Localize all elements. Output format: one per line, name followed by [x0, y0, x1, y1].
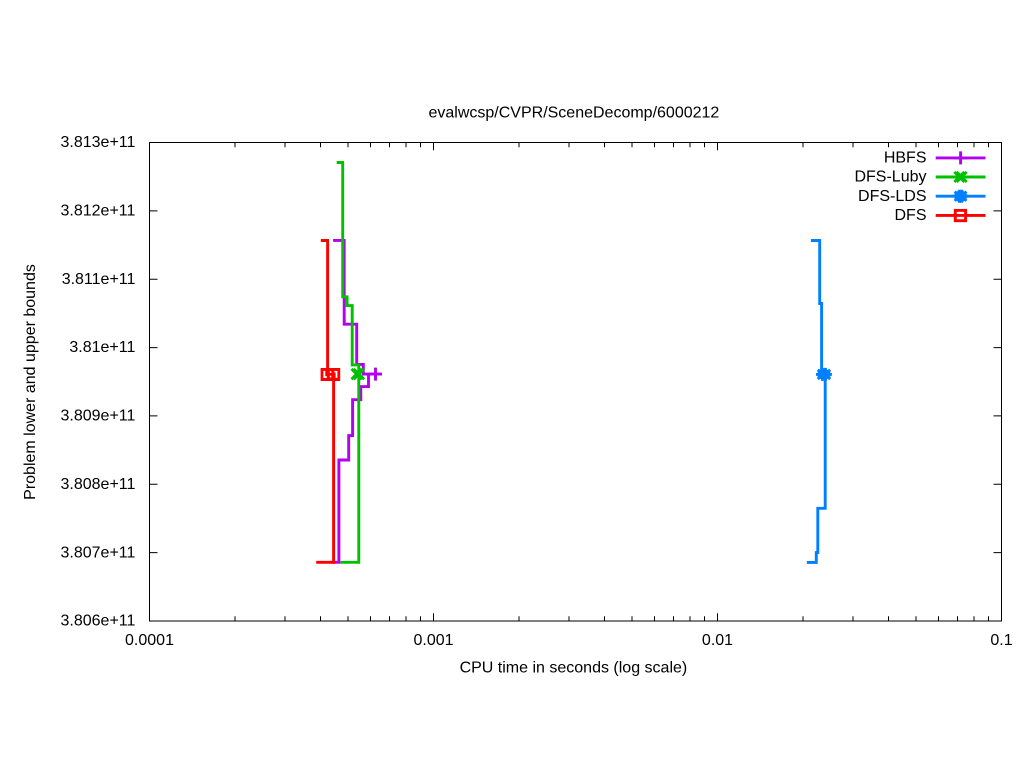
svg-text:3.813e+11: 3.813e+11: [61, 134, 136, 151]
svg-text:3.809e+11: 3.809e+11: [61, 408, 136, 425]
svg-text:0.0001: 0.0001: [125, 632, 174, 649]
svg-text:HBFS: HBFS: [884, 150, 927, 167]
svg-text:3.806e+11: 3.806e+11: [61, 613, 136, 630]
svg-text:DFS-Luby: DFS-Luby: [854, 169, 926, 186]
svg-text:DFS: DFS: [895, 207, 927, 224]
svg-text:3.81e+11: 3.81e+11: [69, 339, 135, 356]
svg-text:DFS-LDS: DFS-LDS: [858, 188, 926, 205]
svg-text:evalwcsp/CVPR/SceneDecomp/6000: evalwcsp/CVPR/SceneDecomp/6000212: [428, 104, 719, 121]
svg-text:0.1: 0.1: [990, 632, 1012, 649]
svg-text:3.807e+11: 3.807e+11: [61, 544, 136, 561]
svg-text:CPU time in seconds (log scale: CPU time in seconds (log scale): [460, 659, 688, 676]
svg-text:3.808e+11: 3.808e+11: [61, 476, 136, 493]
svg-text:0.001: 0.001: [413, 632, 453, 649]
svg-text:3.811e+11: 3.811e+11: [62, 271, 136, 288]
svg-text:0.01: 0.01: [702, 632, 733, 649]
svg-text:Problem lower and upper bounds: Problem lower and upper bounds: [22, 264, 39, 500]
svg-text:3.812e+11: 3.812e+11: [61, 203, 136, 220]
